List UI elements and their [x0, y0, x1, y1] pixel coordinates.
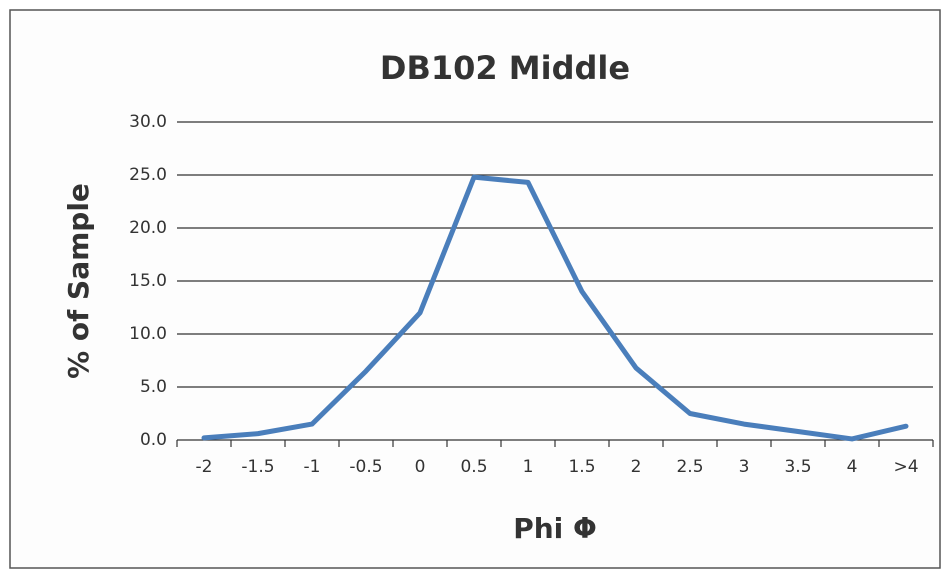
y-axis-title: % of Sample [62, 183, 95, 379]
y-tick-label: 30.0 [129, 112, 167, 132]
y-tick-label: 0.0 [140, 430, 167, 450]
x-tick-label: 0 [415, 457, 426, 477]
chart-title: DB102 Middle [380, 49, 630, 87]
x-tick-label: 2 [631, 457, 642, 477]
y-tick-label: 10.0 [129, 324, 167, 344]
x-tick-label: -2 [196, 457, 213, 477]
x-tick-label: 0.5 [460, 457, 487, 477]
x-tick-label: -0.5 [349, 457, 382, 477]
y-tick-label: 25.0 [129, 165, 167, 185]
y-tick-label: 15.0 [129, 271, 167, 291]
data-line [201, 174, 909, 442]
x-tick-label: 2.5 [676, 457, 703, 477]
x-tick-label: -1.5 [241, 457, 274, 477]
x-tick-label: 3.5 [784, 457, 811, 477]
y-tick-label: 20.0 [129, 218, 167, 238]
y-tick-label: 5.0 [140, 377, 167, 397]
x-tick-label: 1 [523, 457, 534, 477]
x-tick-label: 3 [739, 457, 750, 477]
x-tick-label: 1.5 [568, 457, 595, 477]
x-axis-title: Phi Φ [513, 512, 597, 545]
x-tick-label: -1 [304, 457, 321, 477]
x-tick-label: >4 [893, 457, 918, 477]
chart-frame [9, 9, 941, 569]
x-tick-label: 4 [847, 457, 858, 477]
